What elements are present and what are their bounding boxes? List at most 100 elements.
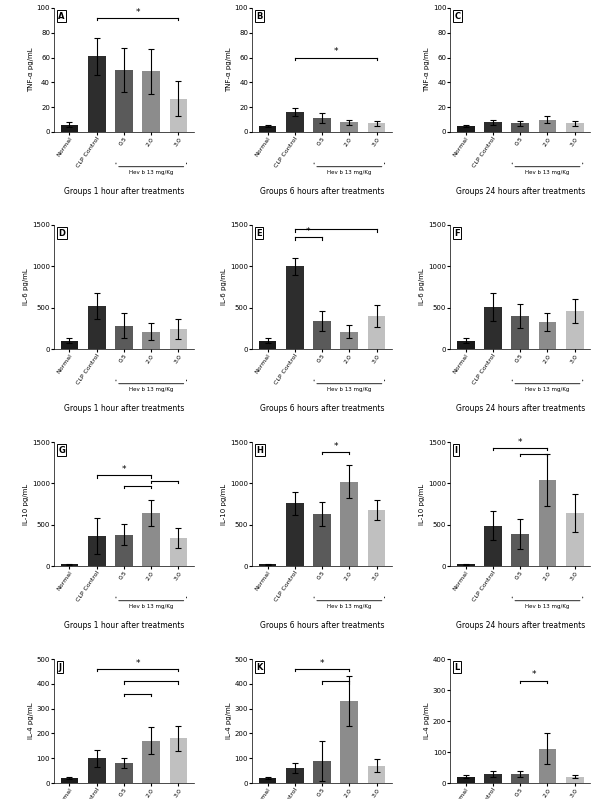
Bar — [170, 329, 187, 349]
Bar — [115, 70, 133, 132]
Bar — [259, 340, 276, 349]
Text: Hev b 13 mg/Kg: Hev b 13 mg/Kg — [327, 388, 371, 392]
Y-axis label: IL-6 pg/mL: IL-6 pg/mL — [222, 268, 228, 305]
Bar — [170, 538, 187, 566]
Bar — [115, 535, 133, 566]
Bar — [484, 773, 502, 783]
Bar — [539, 480, 556, 566]
Bar — [457, 777, 474, 783]
Bar — [539, 322, 556, 349]
Text: *: * — [320, 658, 324, 668]
Bar — [313, 761, 331, 783]
Y-axis label: IL-4 pg/mL: IL-4 pg/mL — [28, 702, 34, 739]
Text: Hev b 13 mg/Kg: Hev b 13 mg/Kg — [129, 170, 173, 176]
Bar — [142, 513, 160, 566]
Bar — [341, 702, 358, 783]
Bar — [566, 123, 583, 132]
Text: *: * — [135, 658, 140, 668]
Bar — [566, 777, 583, 783]
Text: Hev b 13 mg/Kg: Hev b 13 mg/Kg — [526, 605, 569, 610]
Bar — [313, 514, 331, 566]
Text: *: * — [334, 442, 338, 451]
Bar — [511, 773, 529, 783]
Bar — [170, 98, 187, 132]
Text: Hev b 13 mg/Kg: Hev b 13 mg/Kg — [526, 170, 569, 176]
Text: *: * — [135, 8, 140, 17]
Bar — [170, 738, 187, 783]
Bar — [539, 749, 556, 783]
Text: H: H — [256, 446, 263, 455]
Text: I: I — [455, 446, 458, 455]
Bar — [511, 123, 529, 132]
Text: L: L — [455, 662, 460, 672]
Bar — [88, 57, 105, 132]
Bar — [61, 778, 78, 783]
Y-axis label: TNF-α pg/mL: TNF-α pg/mL — [424, 48, 430, 93]
Bar — [368, 123, 385, 132]
Bar — [259, 564, 276, 566]
Bar — [368, 316, 385, 349]
Bar — [115, 763, 133, 783]
Y-axis label: IL-10 pg/mL: IL-10 pg/mL — [222, 483, 228, 525]
Bar — [259, 778, 276, 783]
Text: C: C — [455, 12, 461, 21]
Y-axis label: IL-4 pg/mL: IL-4 pg/mL — [226, 702, 232, 739]
Y-axis label: TNF-α pg/mL: TNF-α pg/mL — [28, 48, 34, 93]
Y-axis label: IL-10 pg/mL: IL-10 pg/mL — [23, 483, 29, 525]
Text: B: B — [256, 12, 263, 21]
Text: *: * — [532, 670, 536, 679]
Bar — [61, 125, 78, 132]
Bar — [539, 120, 556, 132]
Bar — [88, 536, 105, 566]
Bar — [313, 321, 331, 349]
Text: J: J — [58, 662, 61, 672]
Bar — [286, 768, 303, 783]
Text: *: * — [334, 47, 338, 57]
Bar — [484, 122, 502, 132]
Bar — [511, 316, 529, 349]
Bar — [115, 326, 133, 349]
Title: Groups 1 hour after treatments: Groups 1 hour after treatments — [64, 621, 184, 630]
Y-axis label: IL-6 pg/mL: IL-6 pg/mL — [23, 268, 29, 305]
Text: Hev b 13 mg/Kg: Hev b 13 mg/Kg — [129, 388, 173, 392]
Text: F: F — [455, 229, 461, 238]
Bar — [457, 564, 474, 566]
Bar — [286, 112, 303, 132]
Bar — [341, 122, 358, 132]
Text: Hev b 13 mg/Kg: Hev b 13 mg/Kg — [327, 605, 371, 610]
Bar — [368, 510, 385, 566]
Text: Hev b 13 mg/Kg: Hev b 13 mg/Kg — [129, 605, 173, 610]
Bar — [368, 765, 385, 783]
Bar — [484, 307, 502, 349]
Bar — [341, 482, 358, 566]
Title: Groups 6 hours after treatments: Groups 6 hours after treatments — [260, 403, 384, 413]
Text: Hev b 13 mg/Kg: Hev b 13 mg/Kg — [327, 170, 371, 176]
Y-axis label: IL-10 pg/mL: IL-10 pg/mL — [420, 483, 426, 525]
Bar — [142, 332, 160, 349]
Y-axis label: TNF-α pg/mL: TNF-α pg/mL — [226, 48, 232, 93]
Text: D: D — [58, 229, 66, 238]
Bar — [142, 71, 160, 132]
Title: Groups 1 hour after treatments: Groups 1 hour after treatments — [64, 403, 184, 413]
Text: Hev b 13 mg/Kg: Hev b 13 mg/Kg — [526, 388, 569, 392]
Title: Groups 24 hours after treatments: Groups 24 hours after treatments — [456, 621, 585, 630]
Text: G: G — [58, 446, 65, 455]
Text: K: K — [256, 662, 263, 672]
Title: Groups 24 hours after treatments: Groups 24 hours after treatments — [456, 403, 585, 413]
Bar — [457, 125, 474, 132]
Bar — [566, 513, 583, 566]
Bar — [88, 306, 105, 349]
Bar — [259, 125, 276, 132]
Bar — [88, 758, 105, 783]
Title: Groups 6 hours after treatments: Groups 6 hours after treatments — [260, 187, 384, 196]
Bar — [286, 266, 303, 349]
Title: Groups 1 hour after treatments: Groups 1 hour after treatments — [64, 187, 184, 196]
Text: *: * — [306, 227, 311, 237]
Y-axis label: IL-6 pg/mL: IL-6 pg/mL — [420, 268, 426, 305]
Bar — [457, 340, 474, 349]
Bar — [313, 118, 331, 132]
Bar — [286, 503, 303, 566]
Text: *: * — [122, 465, 126, 474]
Bar — [566, 311, 583, 349]
Bar — [511, 534, 529, 566]
